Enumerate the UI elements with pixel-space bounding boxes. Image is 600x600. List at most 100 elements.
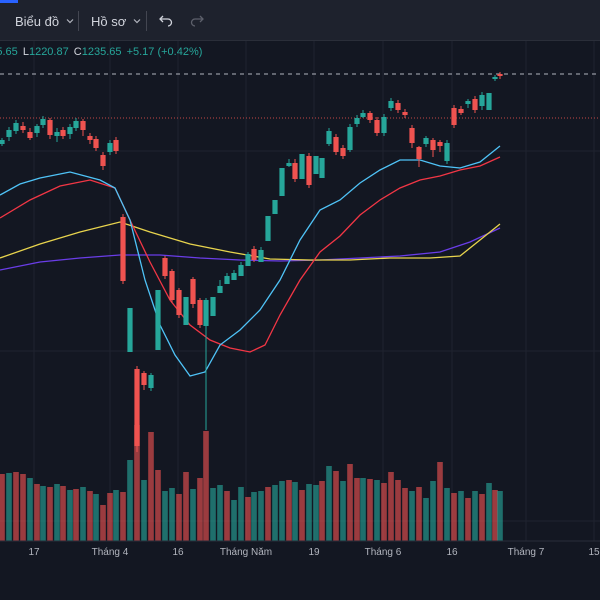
volume-bar <box>40 486 46 541</box>
candle-body <box>127 308 133 352</box>
volume-bar <box>444 488 450 541</box>
candle <box>245 252 251 266</box>
volume-bar <box>217 485 223 541</box>
candle-body <box>148 375 154 388</box>
candle-body <box>492 77 498 79</box>
candle <box>258 247 264 262</box>
ma-slow-line <box>0 221 501 261</box>
candle <box>6 127 12 141</box>
candle <box>155 290 161 350</box>
candle <box>451 105 457 128</box>
volume-bar <box>134 425 140 541</box>
candle <box>472 96 478 113</box>
template-menu[interactable]: Hồ sơ <box>91 10 141 32</box>
volume-bar <box>465 498 471 541</box>
volume-bar <box>238 487 244 541</box>
candle-body <box>27 132 33 138</box>
candle-body <box>169 271 175 300</box>
chart-type-menu[interactable]: Biểu đồ <box>15 10 74 32</box>
volume-bar <box>148 432 154 541</box>
volume-bar <box>306 484 312 541</box>
candle-body <box>93 139 99 148</box>
candle <box>73 118 79 131</box>
candle-body <box>113 140 119 151</box>
candle-body <box>486 93 492 110</box>
candle <box>169 269 175 303</box>
chevron-down-icon <box>133 19 141 24</box>
volume-bar <box>197 478 203 541</box>
candle <box>416 146 422 167</box>
volume-bars <box>0 425 503 541</box>
candle-body <box>238 265 244 276</box>
candle-body <box>354 118 360 124</box>
candle <box>374 117 380 136</box>
time-axis-label: 16 <box>172 547 184 558</box>
candle-body <box>141 373 147 385</box>
candle-body <box>155 290 161 350</box>
candle <box>107 140 113 155</box>
candle <box>190 277 196 308</box>
time-axis-label: 15 <box>588 547 600 558</box>
time-axis-label: 17 <box>28 547 40 558</box>
candle <box>47 118 53 139</box>
volume-bar <box>479 494 485 541</box>
candle <box>231 270 237 280</box>
candle-body <box>367 113 373 120</box>
volume-bar <box>416 487 422 541</box>
volume-bar <box>20 474 26 541</box>
undo-icon[interactable] <box>158 12 174 28</box>
candle-body <box>292 163 298 179</box>
candle-body <box>197 300 203 325</box>
candle <box>492 75 498 81</box>
volume-bar <box>0 474 5 541</box>
candle-body <box>265 216 271 241</box>
candle-body <box>210 297 216 316</box>
candle <box>0 138 5 146</box>
candle <box>388 98 394 111</box>
volume-bar <box>430 481 436 541</box>
redo-icon[interactable] <box>189 12 205 28</box>
legend-low-label: L <box>22 46 29 58</box>
candle-body <box>60 130 66 136</box>
candle <box>251 246 257 262</box>
candle-body <box>465 101 471 104</box>
volume-bar <box>87 491 93 541</box>
candle <box>13 120 19 134</box>
volume-bar <box>258 491 264 541</box>
toolbar-divider <box>146 11 147 31</box>
candle-body <box>40 119 46 125</box>
toolbar-divider <box>78 11 79 31</box>
candle <box>497 72 503 79</box>
time-axis-label: Tháng Năm <box>220 547 272 558</box>
candle <box>54 128 60 142</box>
candle-body <box>162 258 168 276</box>
price-chart[interactable]: 17 Tháng 4 16 Tháng Năm 19 Tháng 6 16 Tháng 7 15 <box>0 41 600 600</box>
volume-bar <box>409 491 415 541</box>
candle-body <box>479 95 485 106</box>
candle <box>402 109 408 118</box>
candle <box>313 156 319 174</box>
candle-body <box>306 156 312 185</box>
volume-bar <box>210 488 216 541</box>
candle-body <box>272 200 278 214</box>
candle <box>40 116 46 128</box>
volume-bar <box>183 472 189 541</box>
candle-body <box>224 276 230 284</box>
candle <box>134 366 140 452</box>
legend-change-percent: (+0.42%) <box>157 46 203 58</box>
candle <box>87 133 93 144</box>
volume-bar <box>381 483 387 541</box>
volume-bar <box>402 488 408 541</box>
volume-bar <box>299 490 305 541</box>
candle <box>210 297 216 316</box>
volume-bar <box>451 493 457 541</box>
candle-body <box>497 74 503 76</box>
volume-bar <box>80 487 86 541</box>
candle-body <box>20 126 26 130</box>
volume-bar <box>107 493 113 541</box>
candle <box>176 288 182 318</box>
candle-body <box>388 101 394 108</box>
volume-bar <box>203 431 209 541</box>
candle <box>265 216 271 241</box>
candle <box>319 158 325 178</box>
